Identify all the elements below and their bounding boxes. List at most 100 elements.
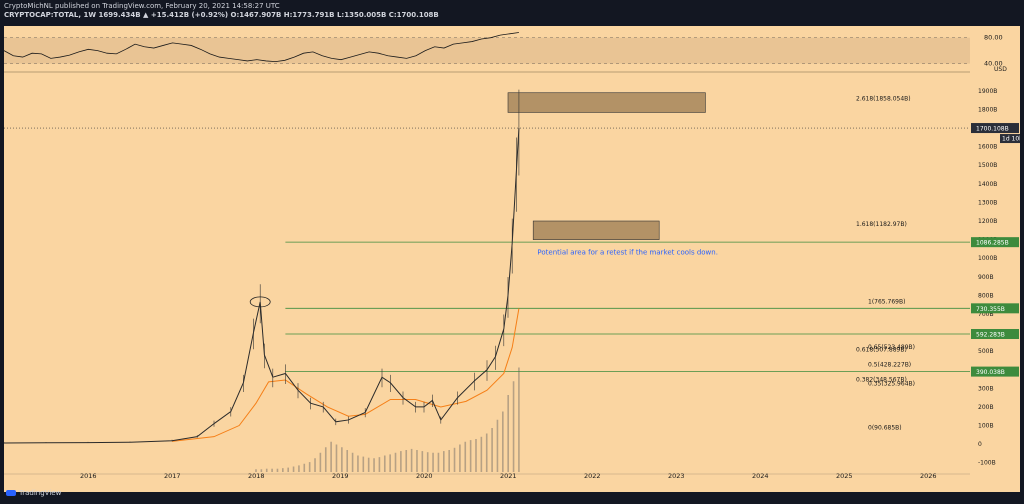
x-tick-label: 2017	[164, 472, 181, 480]
volume-bar	[367, 457, 370, 472]
volume-bar	[491, 428, 493, 472]
y-tick-label: 900B	[978, 274, 994, 281]
volume-bar	[362, 456, 365, 472]
volume-bar	[512, 381, 515, 472]
volume-bar	[502, 411, 504, 472]
symbol-line: CRYPTOCAP:TOTAL, 1W 1699.434B ▲ +15.412B…	[4, 11, 439, 19]
x-tick-label: 2019	[332, 472, 349, 480]
price-chart[interactable]: 80.0040.00USD1900B1800B1700B1600B1500B14…	[4, 26, 1020, 492]
volume-bar	[303, 463, 306, 472]
y-tick-label: 1500B	[978, 162, 997, 169]
level-price-label: 1086.285B	[976, 240, 1009, 247]
volume-bar	[496, 419, 499, 472]
chart-header: CryptoMichNL published on TradingView.co…	[4, 2, 439, 22]
volume-bar	[464, 441, 467, 472]
volume-bar	[373, 458, 375, 472]
level-price-label: 730.355B	[976, 306, 1005, 313]
price-line	[4, 128, 520, 444]
level-price-tag	[971, 328, 1019, 339]
x-tick-label: 2025	[836, 472, 853, 480]
volume-bar	[421, 451, 424, 472]
level-price-tag	[971, 237, 1019, 248]
fib-level-label: 0.5(428.227B)	[868, 361, 911, 368]
volume-bar	[265, 468, 268, 472]
volume-bar	[453, 447, 456, 472]
y-tick-label: 300B	[978, 385, 994, 392]
y-tick-label: 1300B	[978, 199, 997, 206]
countdown-tag	[1000, 134, 1020, 144]
volume-bar	[518, 367, 520, 472]
volume-bar	[282, 468, 284, 472]
current-price-label: 1700.108B	[976, 126, 1009, 133]
volume-bar	[485, 433, 488, 472]
volume-bar	[255, 469, 257, 472]
fib-level-label: 1.618(1182.97B)	[856, 221, 907, 228]
volume-bar	[443, 451, 445, 472]
x-tick-label: 2026	[920, 472, 937, 480]
volume-bar	[410, 448, 413, 472]
fib-level-label: 0.65(523.489B)	[868, 344, 915, 351]
rsi-tick-label: 40.00	[984, 60, 1003, 68]
y-tick-label: 1400B	[978, 181, 997, 188]
level-price-tag	[971, 303, 1019, 314]
tradingview-logo-icon	[6, 490, 16, 496]
volume-bar	[469, 440, 472, 472]
volume-bar	[346, 450, 349, 472]
target-zone-box	[532, 220, 660, 240]
volume-bar	[292, 466, 295, 472]
volume-bar	[341, 447, 343, 472]
y-tick-label: 1000B	[978, 255, 997, 262]
y-tick-label: 200B	[978, 404, 994, 411]
volume-bar	[426, 452, 429, 472]
rsi-line	[4, 32, 519, 63]
y-tick-label: 1800B	[978, 106, 997, 113]
volume-bar	[330, 441, 332, 472]
volume-bar	[389, 454, 391, 472]
publisher-line: CryptoMichNL published on TradingView.co…	[4, 2, 280, 10]
volume-bar	[507, 395, 509, 472]
x-tick-label: 2016	[80, 472, 97, 480]
y-tick-label: 1600B	[978, 144, 997, 151]
plot-background	[4, 26, 970, 492]
y-tick-label: -100B	[978, 460, 996, 467]
x-tick-label: 2023	[668, 472, 685, 480]
volume-bar	[314, 458, 316, 472]
rsi-band	[4, 37, 970, 64]
volume-bar	[335, 444, 338, 472]
volume-bar	[475, 439, 477, 472]
volume-bar	[459, 444, 461, 472]
x-tick-label: 2024	[752, 472, 769, 480]
volume-bar	[378, 457, 381, 472]
x-tick-label: 2020	[416, 472, 433, 480]
volume-bar	[400, 451, 402, 472]
volume-bar	[432, 452, 434, 472]
volume-bar	[480, 436, 483, 472]
volume-bar	[271, 468, 273, 472]
level-price-tag	[971, 366, 1019, 377]
x-tick-label: 2022	[584, 472, 601, 480]
y-tick-label: 1900B	[978, 88, 997, 95]
fib-level-label: 1(765.769B)	[868, 299, 905, 306]
y-tick-label: 500B	[978, 348, 994, 355]
tradingview-logo: TradingView	[6, 489, 61, 497]
moving-average-line	[171, 308, 520, 442]
y-axis-unit-label: USD	[994, 66, 1007, 73]
y-tick-label: 1200B	[978, 218, 997, 225]
x-tick-label: 2018	[248, 472, 265, 480]
current-price-tag	[971, 123, 1019, 134]
countdown-label: 1d 10h	[1002, 136, 1020, 143]
volume-bar	[394, 452, 397, 472]
volume-bar	[416, 450, 418, 472]
volume-bar	[357, 455, 359, 472]
volume-bar	[319, 452, 322, 472]
volume-bar	[324, 447, 327, 472]
volume-bar	[308, 462, 311, 472]
y-tick-label: 0	[978, 441, 982, 448]
price-axis-background	[970, 26, 1020, 492]
volume-bar	[298, 465, 300, 472]
fib-level-label: 0(90.685B)	[868, 424, 902, 431]
chart-frame[interactable]: 80.0040.00USD1900B1800B1700B1600B1500B14…	[4, 26, 1020, 492]
volume-bar	[260, 469, 263, 472]
rsi-tick-label: 80.00	[984, 34, 1003, 42]
y-tick-label: 700B	[978, 311, 994, 318]
